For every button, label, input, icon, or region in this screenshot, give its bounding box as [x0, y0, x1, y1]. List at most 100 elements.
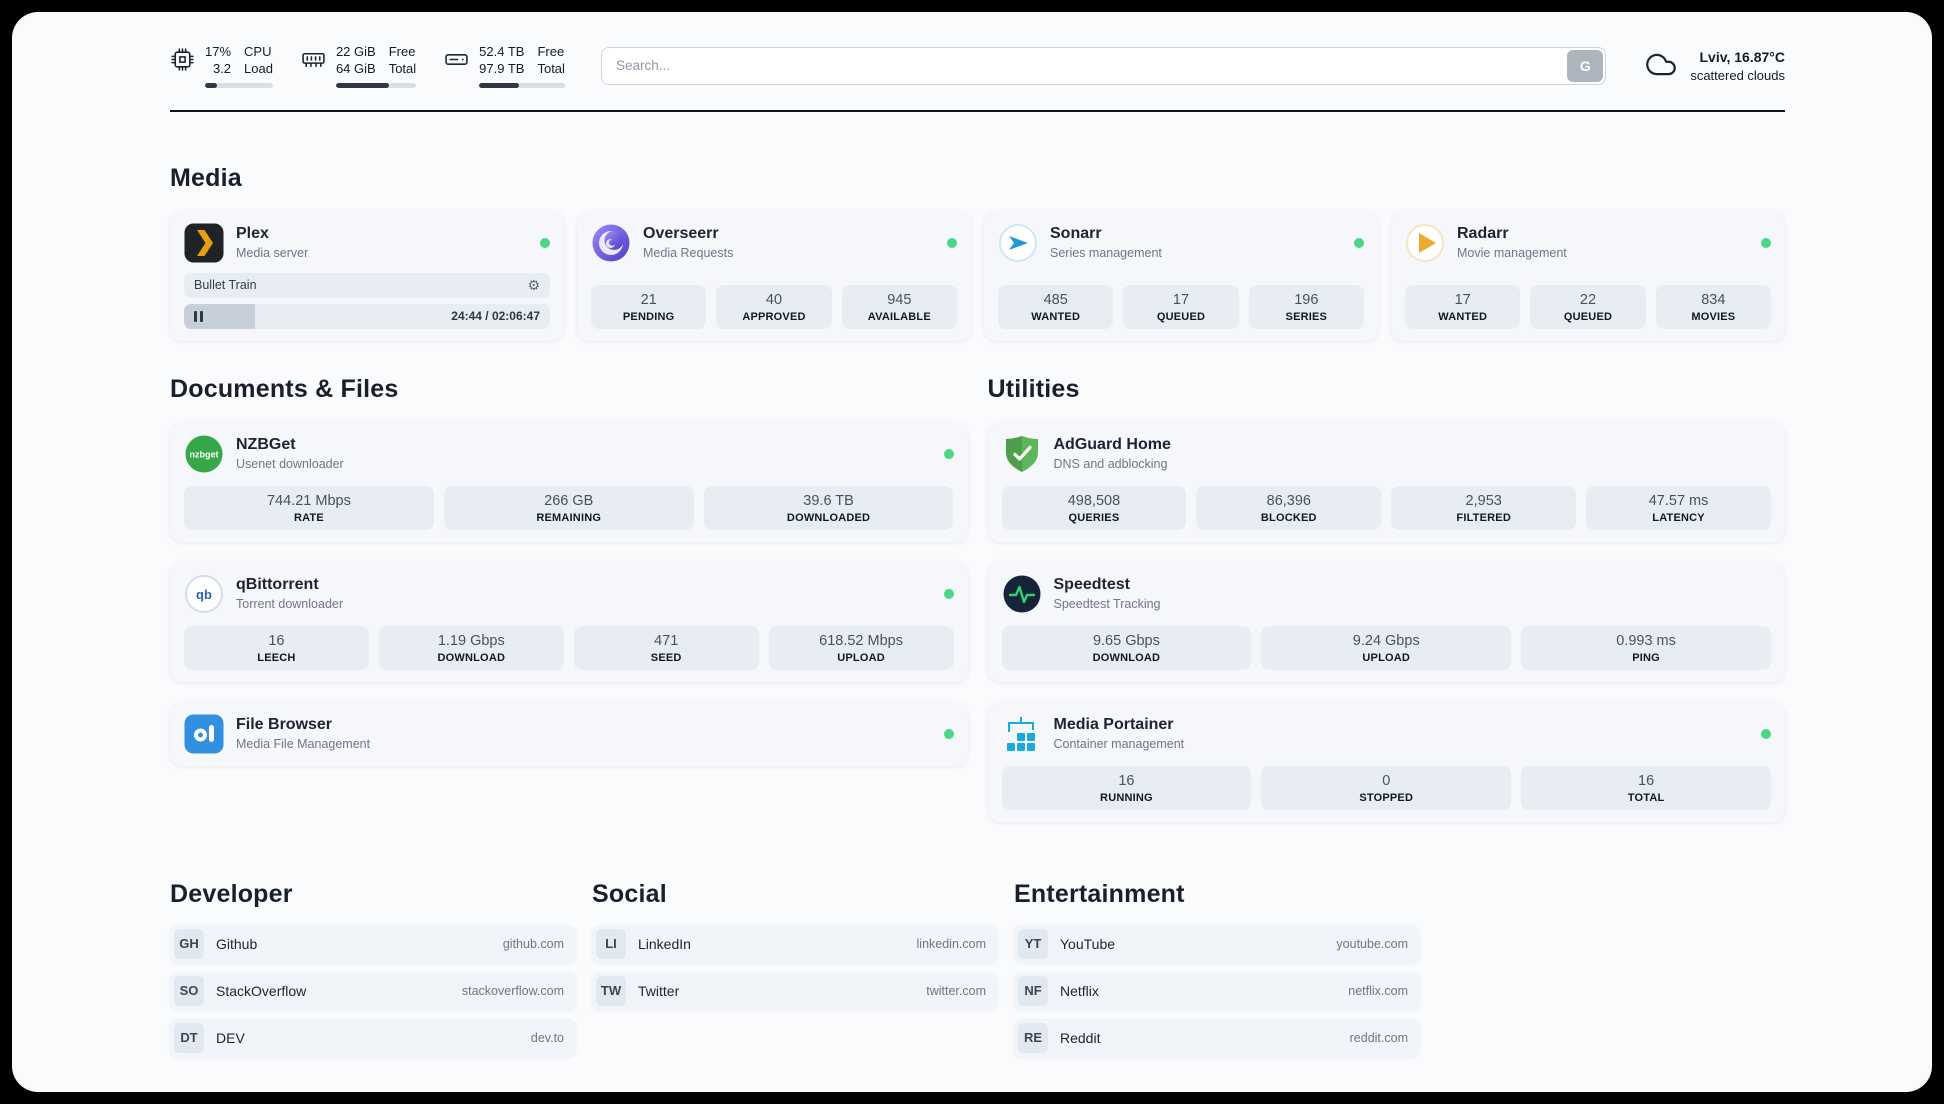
pause-icon[interactable]	[194, 310, 203, 322]
disk-stat: 52.4 TB 97.9 TB Free Total	[444, 44, 565, 88]
app-subtitle: Series management	[1050, 246, 1162, 261]
stat-value: 196	[1294, 291, 1319, 308]
bookmark-name: Reddit	[1060, 1029, 1101, 1046]
app-subtitle: Speedtest Tracking	[1053, 597, 1161, 612]
stat-label: DOWNLOADED	[786, 511, 871, 524]
stat-label: WANTED	[1031, 310, 1081, 323]
stat-value: 0.993 ms	[1616, 632, 1676, 649]
stat-label: SERIES	[1285, 310, 1328, 323]
app-card-plex[interactable]: Plex Media server Bullet Train ⚙ 24:44 /…	[170, 210, 564, 341]
portainer-icon	[1002, 714, 1042, 754]
app-name: Media Portainer	[1053, 716, 1174, 734]
app-card-portainer[interactable]: Media Portainer Container management 16 …	[987, 701, 1785, 822]
bookmark-stackoverflow[interactable]: SO StackOverflow stackoverflow.com	[170, 971, 576, 1010]
section-title-utilities: Utilities	[987, 374, 1080, 403]
app-card-overseerr[interactable]: Overseerr Media Requests 21 PENDING 40 A…	[577, 210, 971, 341]
stat-value: 86,396	[1266, 492, 1311, 509]
bookmark-abbr: NF	[1018, 975, 1048, 1006]
stat-queued: 17 QUEUED	[1123, 284, 1239, 329]
playback-progress-bar[interactable]: 24:44 / 02:06:47	[184, 303, 550, 329]
disk-usage-bar	[479, 82, 565, 88]
stat-label: REMAINING	[536, 511, 602, 524]
stat-running: 16 RUNNING	[1001, 765, 1252, 810]
stat-stopped: 0 STOPPED	[1261, 765, 1512, 810]
bookmark-url: linkedin.com	[916, 936, 986, 951]
bookmark-twitter[interactable]: TW Twitter twitter.com	[592, 971, 998, 1010]
overseerr-icon	[591, 223, 631, 263]
stat-total: 16 TOTAL	[1521, 765, 1771, 810]
bookmark-name: LinkedIn	[638, 935, 691, 952]
ram-usage-bar	[335, 82, 417, 88]
bookmark-url: reddit.com	[1349, 1030, 1408, 1045]
ram-total-value: 64 GiB	[335, 60, 376, 76]
now-playing-title: Bullet Train	[194, 278, 257, 293]
status-online-dot	[1761, 237, 1771, 248]
search-input[interactable]	[600, 46, 1607, 85]
app-subtitle: DNS and adblocking	[1053, 457, 1168, 472]
section-media: Media Plex Media server	[170, 164, 1785, 341]
bookmark-dev[interactable]: DT DEV dev.to	[170, 1018, 576, 1057]
bookmark-name: StackOverflow	[216, 982, 307, 999]
bookmark-linkedin[interactable]: LI LinkedIn linkedin.com	[592, 924, 998, 963]
sonarr-icon	[998, 223, 1038, 263]
bookmark-reddit[interactable]: RE Reddit reddit.com	[1014, 1018, 1420, 1057]
bookmark-name: Github	[216, 935, 258, 952]
stat-wanted: 485 WANTED	[998, 284, 1114, 329]
stat-value: 17	[1172, 291, 1190, 308]
weather-condition: scattered clouds	[1690, 67, 1785, 83]
bookmark-abbr: GH	[174, 928, 204, 959]
app-card-sonarr[interactable]: Sonarr Series management 485 WANTED 17 Q…	[984, 210, 1378, 341]
section-title-entertainment: Entertainment	[1014, 879, 1185, 908]
stat-wanted: 17 WANTED	[1405, 284, 1521, 329]
stat-rate: 744.21 Mbps RATE	[184, 485, 434, 530]
stat-queued: 22 QUEUED	[1530, 284, 1646, 329]
disk-icon	[444, 47, 469, 77]
bookmark-netflix[interactable]: NF Netflix netflix.com	[1014, 971, 1420, 1010]
bookmark-abbr: LI	[596, 928, 626, 959]
stat-value: 266 GB	[544, 492, 594, 509]
app-card-speedtest[interactable]: Speedtest Speedtest Tracking 9.65 Gbps D…	[987, 561, 1785, 682]
section-title-social: Social	[592, 879, 667, 908]
app-card-radarr[interactable]: Radarr Movie management 17 WANTED 22 QUE…	[1391, 210, 1785, 341]
stat-value: 9.65 Gbps	[1092, 632, 1160, 649]
stat-label: PING	[1632, 651, 1660, 664]
stat-value: 39.6 TB	[803, 492, 854, 509]
stat-filtered: 2,953 FILTERED	[1391, 485, 1577, 530]
header-divider	[170, 109, 1785, 112]
stat-series: 196 SERIES	[1248, 284, 1364, 329]
app-card-adguard[interactable]: AdGuard Home DNS and adblocking 498,508 …	[987, 421, 1785, 542]
stat-remaining: 266 GB REMAINING	[443, 485, 694, 530]
stat-value: 16	[268, 632, 285, 649]
bookmark-github[interactable]: GH Github github.com	[170, 924, 576, 963]
bookmark-youtube[interactable]: YT YouTube youtube.com	[1014, 924, 1420, 963]
app-card-filebrowser[interactable]: File Browser Media File Management	[170, 701, 968, 766]
stat-label: AVAILABLE	[867, 310, 931, 323]
app-subtitle: Usenet downloader	[236, 457, 344, 472]
search-engine-button[interactable]: G	[1567, 49, 1604, 82]
stat-label: QUEUED	[1156, 310, 1206, 323]
stat-blocked: 86,396 BLOCKED	[1196, 485, 1382, 530]
status-online-dot	[943, 588, 954, 599]
stat-approved: 40 APPROVED	[716, 284, 832, 329]
search-bar: G	[600, 46, 1607, 85]
filebrowser-icon	[184, 714, 224, 754]
stat-value: 16	[1638, 772, 1655, 789]
ram-free-value: 22 GiB	[335, 44, 376, 59]
app-name: Radarr	[1457, 225, 1509, 243]
settings-gear-icon[interactable]: ⚙	[527, 277, 540, 294]
stat-label: QUERIES	[1068, 511, 1120, 524]
bookmark-name: DEV	[216, 1029, 245, 1046]
app-name: Speedtest	[1053, 576, 1130, 594]
section-title-developer: Developer	[170, 879, 293, 908]
app-card-qbittorrent[interactable]: qb qBittorrent Torrent downloader 16 LEE…	[170, 561, 968, 682]
stat-ping: 0.993 ms PING	[1521, 625, 1771, 670]
stat-value: 0	[1382, 772, 1391, 789]
stat-leech: 16 LEECH	[184, 625, 369, 670]
stat-available: 945 AVAILABLE	[841, 284, 957, 329]
app-subtitle: Torrent downloader	[236, 597, 344, 612]
app-card-nzbget[interactable]: nzbget NZBGet Usenet downloader 744.21 M…	[170, 421, 968, 542]
stat-value: 618.52 Mbps	[819, 632, 903, 649]
section-title-media: Media	[170, 163, 242, 192]
status-online-dot	[943, 448, 954, 459]
